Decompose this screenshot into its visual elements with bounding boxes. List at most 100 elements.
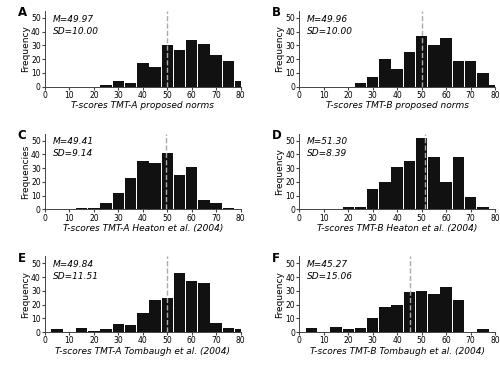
Bar [379,307,390,332]
Y-axis label: Frequency: Frequency [275,26,284,72]
Bar [100,329,112,332]
X-axis label: T-scores TMT-A Heaton et al. (2004): T-scores TMT-A Heaton et al. (2004) [62,224,223,233]
Bar [452,61,464,87]
Bar [198,200,209,210]
Y-axis label: Frequency: Frequency [275,271,284,318]
Bar [235,81,246,87]
Bar [186,281,198,332]
Bar [440,38,452,87]
Bar [112,193,124,210]
Bar [162,298,173,332]
Bar [222,328,234,332]
Bar [112,324,124,332]
Bar [198,283,209,332]
Bar [88,208,100,210]
Bar [125,178,136,210]
Bar [174,273,186,332]
Bar [452,157,464,210]
Text: M=49.41
SD=9.14: M=49.41 SD=9.14 [53,138,94,158]
Bar [392,167,403,210]
Bar [392,305,403,332]
Text: F: F [272,252,280,265]
Bar [137,63,148,87]
Bar [52,329,63,332]
Y-axis label: Frequency: Frequency [20,271,30,318]
Bar [186,40,198,87]
X-axis label: T-scores TMT-A proposed norms: T-scores TMT-A proposed norms [72,101,215,110]
Text: M=45.27
SD=15.06: M=45.27 SD=15.06 [307,260,353,281]
Bar [342,329,354,332]
Bar [100,203,112,210]
Bar [354,328,366,332]
Text: M=49.96
SD=10.00: M=49.96 SD=10.00 [307,15,353,35]
Text: E: E [18,252,25,265]
Bar [198,44,209,87]
Bar [100,85,112,87]
X-axis label: T-scores TMT-B proposed norms: T-scores TMT-B proposed norms [326,101,468,110]
Y-axis label: Frequency: Frequency [275,148,284,195]
Text: M=51.30
SD=8.39: M=51.30 SD=8.39 [307,138,348,158]
Bar [150,68,161,87]
Bar [465,61,476,87]
Y-axis label: Frequency: Frequency [20,26,30,72]
Bar [477,207,488,210]
Bar [404,161,415,210]
Bar [137,161,148,210]
Bar [235,329,246,332]
Bar [428,293,440,332]
Text: M=49.84
SD=11.51: M=49.84 SD=11.51 [53,260,99,281]
Bar [76,328,88,332]
Bar [306,328,318,332]
Bar [392,69,403,87]
Bar [367,189,378,210]
Bar [222,61,234,87]
Bar [428,45,440,87]
Text: C: C [18,129,26,142]
Bar [367,77,378,87]
Bar [210,55,222,87]
Bar [112,81,124,87]
Bar [162,153,173,210]
Bar [174,50,186,87]
X-axis label: T-scores TMT-B Tombaugh et al. (2004): T-scores TMT-B Tombaugh et al. (2004) [310,347,484,356]
Bar [210,203,222,210]
Text: M=49.97
SD=10.00: M=49.97 SD=10.00 [53,15,99,35]
Bar [440,182,452,210]
Text: D: D [272,129,281,142]
Text: A: A [18,7,26,19]
Bar [477,329,488,332]
Bar [88,331,100,332]
Bar [465,197,476,210]
Bar [490,85,500,87]
Bar [416,291,428,332]
Text: B: B [272,7,281,19]
Bar [452,300,464,332]
Bar [379,59,390,87]
Bar [150,300,161,332]
Bar [330,327,342,332]
Y-axis label: Frequencies: Frequencies [20,145,30,199]
X-axis label: T-scores TMT-B Heaton et al. (2004): T-scores TMT-B Heaton et al. (2004) [317,224,478,233]
Bar [247,78,258,87]
Bar [342,207,354,210]
Bar [125,325,136,332]
Bar [477,73,488,87]
Bar [76,208,88,210]
Bar [367,318,378,332]
Bar [150,162,161,210]
X-axis label: T-scores TMT-A Tombaugh et al. (2004): T-scores TMT-A Tombaugh et al. (2004) [56,347,231,356]
Bar [416,36,428,87]
Bar [379,182,390,210]
Bar [440,287,452,332]
Bar [186,167,198,210]
Bar [404,52,415,87]
Bar [137,313,148,332]
Bar [222,208,234,210]
Bar [210,323,222,332]
Bar [404,292,415,332]
Bar [162,45,173,87]
Bar [125,82,136,87]
Bar [354,82,366,87]
Bar [174,175,186,210]
Bar [354,207,366,210]
